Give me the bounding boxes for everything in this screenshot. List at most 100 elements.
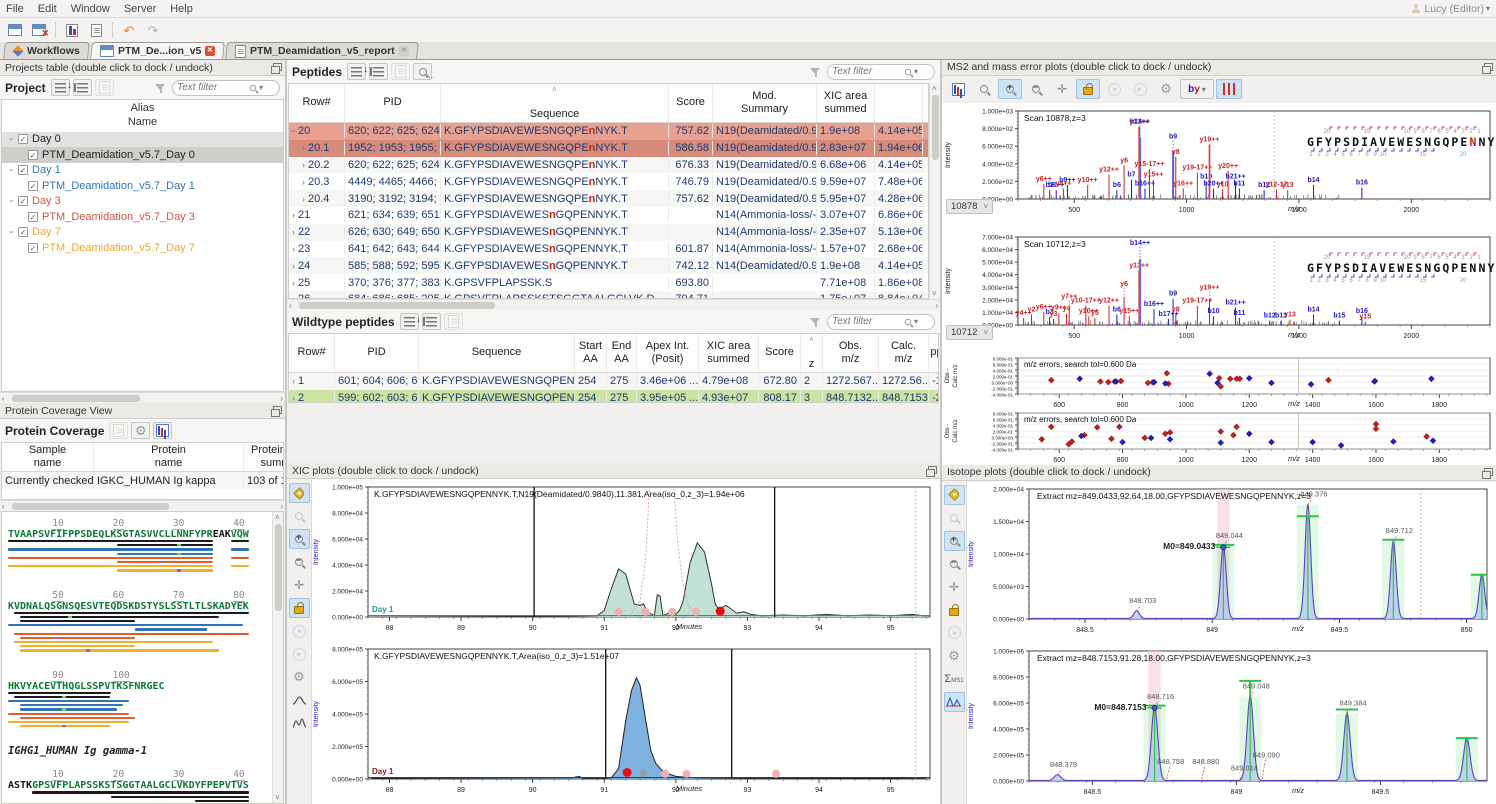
chevron-down-icon[interactable]: ▾ xyxy=(914,317,918,326)
tab-ptm-deamidation-v5-report[interactable]: PTM_Deamidation_v5_report✕ xyxy=(225,42,419,59)
lock-button[interactable] xyxy=(944,600,965,620)
redo-button[interactable]: ↷ xyxy=(142,20,164,41)
isotope-spectrum-plot[interactable]: 2.000e+041.500e+041.000e+045.000e+030.00… xyxy=(967,481,1495,643)
lock-button[interactable] xyxy=(289,598,310,618)
wildtype-clear-button[interactable] xyxy=(444,313,463,330)
column-header[interactable]: Score xyxy=(759,334,801,372)
magm-button[interactable]: − xyxy=(944,554,965,574)
lock-button[interactable] xyxy=(1076,79,1100,99)
tab-workflows[interactable]: Workflows xyxy=(3,42,90,59)
expander-icon[interactable]: › xyxy=(292,376,295,386)
tag-button[interactable] xyxy=(944,485,965,505)
move-button[interactable]: ✛ xyxy=(1050,79,1074,99)
peptides-clear-button[interactable] xyxy=(391,63,410,80)
checkbox-checked[interactable]: ✓ xyxy=(18,196,28,206)
checkbox-checked[interactable]: ✓ xyxy=(18,165,28,175)
dock-icon[interactable] xyxy=(926,466,935,475)
tree-item-run[interactable]: ✓PTM_Deamidation_v5.7_Day 3 xyxy=(2,209,283,225)
column-header[interactable]: PID xyxy=(345,84,441,122)
table-row[interactable]: ›25370; 376; 377; 383; ...K.GPSVFPLAPSSK… xyxy=(289,274,928,291)
table-row[interactable]: ›2599; 602; 603; 6...K.GFYPSDIAVEWESNGQP… xyxy=(289,390,938,403)
expander-icon[interactable]: › xyxy=(292,261,295,271)
table-row[interactable]: ›1601; 604; 606; 6...K.GFYPSDIAVEWESNGQP… xyxy=(289,373,938,390)
tree-item-run[interactable]: ✓PTM_Deamidation_v5.7_Day 0 xyxy=(2,147,283,163)
coverage-vscrollbar[interactable]: ˄˅ xyxy=(272,512,283,803)
isopeaks-button[interactable] xyxy=(944,692,965,712)
wildtype-sort-button[interactable] xyxy=(400,313,419,330)
menu-item-window[interactable]: Window xyxy=(71,3,110,15)
tree-item-run[interactable]: ✓PTM_Deamidation_v5.7_Day 7 xyxy=(2,240,283,256)
user-menu[interactable]: Lucy (Editor)▾ xyxy=(1411,3,1490,15)
column-header[interactable]: Row# xyxy=(289,334,335,372)
column-header[interactable]: ˄z xyxy=(801,334,823,372)
spec-button[interactable] xyxy=(946,79,970,99)
column-header[interactable]: EndAA xyxy=(607,334,637,372)
wave1-button[interactable] xyxy=(289,690,310,710)
ladder-button[interactable] xyxy=(1216,79,1242,99)
expander-icon[interactable]: › xyxy=(302,160,305,170)
table-row[interactable]: ›26684; 686; 685; 2050...K.GPSVFPLAPSSKS… xyxy=(289,291,928,299)
column-header[interactable]: Samplename xyxy=(2,443,94,471)
dock-icon[interactable] xyxy=(271,406,280,415)
projects-panel-title[interactable]: Projects table (double click to dock / u… xyxy=(0,60,285,76)
search-icon[interactable] xyxy=(905,318,911,324)
xic-chromatogram-plot[interactable]: 8.000e+056.000e+054.000e+052.000e+050.00… xyxy=(312,641,938,803)
tree-item-day[interactable]: ›✓Day 7 xyxy=(2,225,283,241)
column-header[interactable]: XIC areasummed xyxy=(817,84,875,122)
projects-text-filter-input[interactable] xyxy=(177,82,249,93)
menu-item-help[interactable]: Help xyxy=(170,3,193,15)
menu-item-file[interactable]: File xyxy=(6,3,24,15)
ms2-spectrum-plot[interactable]: 7.000e+046.000e+045.000e+044.000e+043.00… xyxy=(942,229,1496,355)
column-header[interactable]: Apex Int.(Posit) xyxy=(637,334,699,372)
peptides-searchopts-button[interactable]: … xyxy=(413,63,432,80)
projects-sort-button[interactable] xyxy=(51,79,70,96)
back-button[interactable]: ◂ xyxy=(1102,79,1126,99)
move-button[interactable]: ✛ xyxy=(289,575,310,595)
projects-tree-button[interactable] xyxy=(73,79,92,96)
xic-panel-title[interactable]: XIC plots (double click to dock / undock… xyxy=(287,463,940,479)
ms2-spectrum-plot[interactable]: 1.000e+038.000e+026.000e+024.000e+022.00… xyxy=(942,103,1496,229)
filter-funnel-icon[interactable] xyxy=(810,318,821,325)
expander-icon[interactable]: › xyxy=(292,210,295,220)
column-header[interactable]: StartAA xyxy=(575,334,607,372)
dock-icon[interactable] xyxy=(271,63,280,72)
coverage-clear-button[interactable] xyxy=(109,422,128,439)
wave2-button[interactable] xyxy=(289,713,310,733)
magm-button[interactable]: − xyxy=(289,552,310,572)
table-row[interactable]: ›20.43190; 3192; 3194; 3...K.GFYPSDIAVEW… xyxy=(289,190,928,207)
peptides-hscrollbar[interactable]: ‹› xyxy=(287,299,940,310)
back-button[interactable]: ◂ xyxy=(944,623,965,643)
gear-button[interactable]: ⚙ xyxy=(289,667,310,687)
expander-icon[interactable]: › xyxy=(302,177,305,187)
report-document-button[interactable] xyxy=(85,20,107,41)
column-header[interactable]: Calc.m/z xyxy=(879,334,929,372)
gear-button[interactable]: ⚙ xyxy=(1154,79,1178,99)
magp-button[interactable]: + xyxy=(289,529,310,549)
dock-icon[interactable] xyxy=(1482,63,1491,72)
mass-error-plot[interactable]: 8.000e-016.000e-014.000e-012.000e-010.00… xyxy=(942,410,1496,465)
open-window-button[interactable] xyxy=(4,20,26,41)
projects-hscrollbar[interactable]: ‹› xyxy=(0,392,285,403)
isotope-panel-title[interactable]: Isotope plots (double click to dock / un… xyxy=(942,465,1496,481)
coverage-gear-button[interactable]: ⚙ xyxy=(131,422,150,439)
magr-button[interactable] xyxy=(972,79,996,99)
close-icon[interactable]: ✕ xyxy=(399,46,409,56)
expander-icon[interactable]: › xyxy=(302,194,305,204)
coverage-hscrollbar[interactable]: ‹› xyxy=(0,500,285,511)
filter-funnel-icon[interactable] xyxy=(155,84,166,91)
checkbox-checked[interactable]: ✓ xyxy=(28,181,38,191)
dock-icon[interactable] xyxy=(1482,468,1491,477)
fwd-button[interactable]: ▸ xyxy=(1128,79,1152,99)
tag-button[interactable] xyxy=(289,483,310,503)
tree-item-day[interactable]: ›✓Day 0 xyxy=(2,132,283,148)
column-header[interactable]: XIC areasummed xyxy=(699,334,759,372)
table-row[interactable]: ›23641; 642; 643; 644; ...K.GFYPSDIAVEWE… xyxy=(289,241,928,258)
peptides-vscrollbar[interactable]: ˄˅ xyxy=(929,83,940,299)
chevron-down-icon[interactable]: › xyxy=(7,195,17,207)
undo-button[interactable]: ↶ xyxy=(118,20,140,41)
checkbox-checked[interactable]: ✓ xyxy=(18,134,28,144)
column-header[interactable]: pp xyxy=(929,334,939,372)
chevron-down-icon[interactable]: ▾ xyxy=(914,67,918,76)
table-row[interactable]: Currently checkedIGKC_HUMAN Ig kappa103 … xyxy=(2,472,283,489)
column-header[interactable] xyxy=(875,84,923,122)
